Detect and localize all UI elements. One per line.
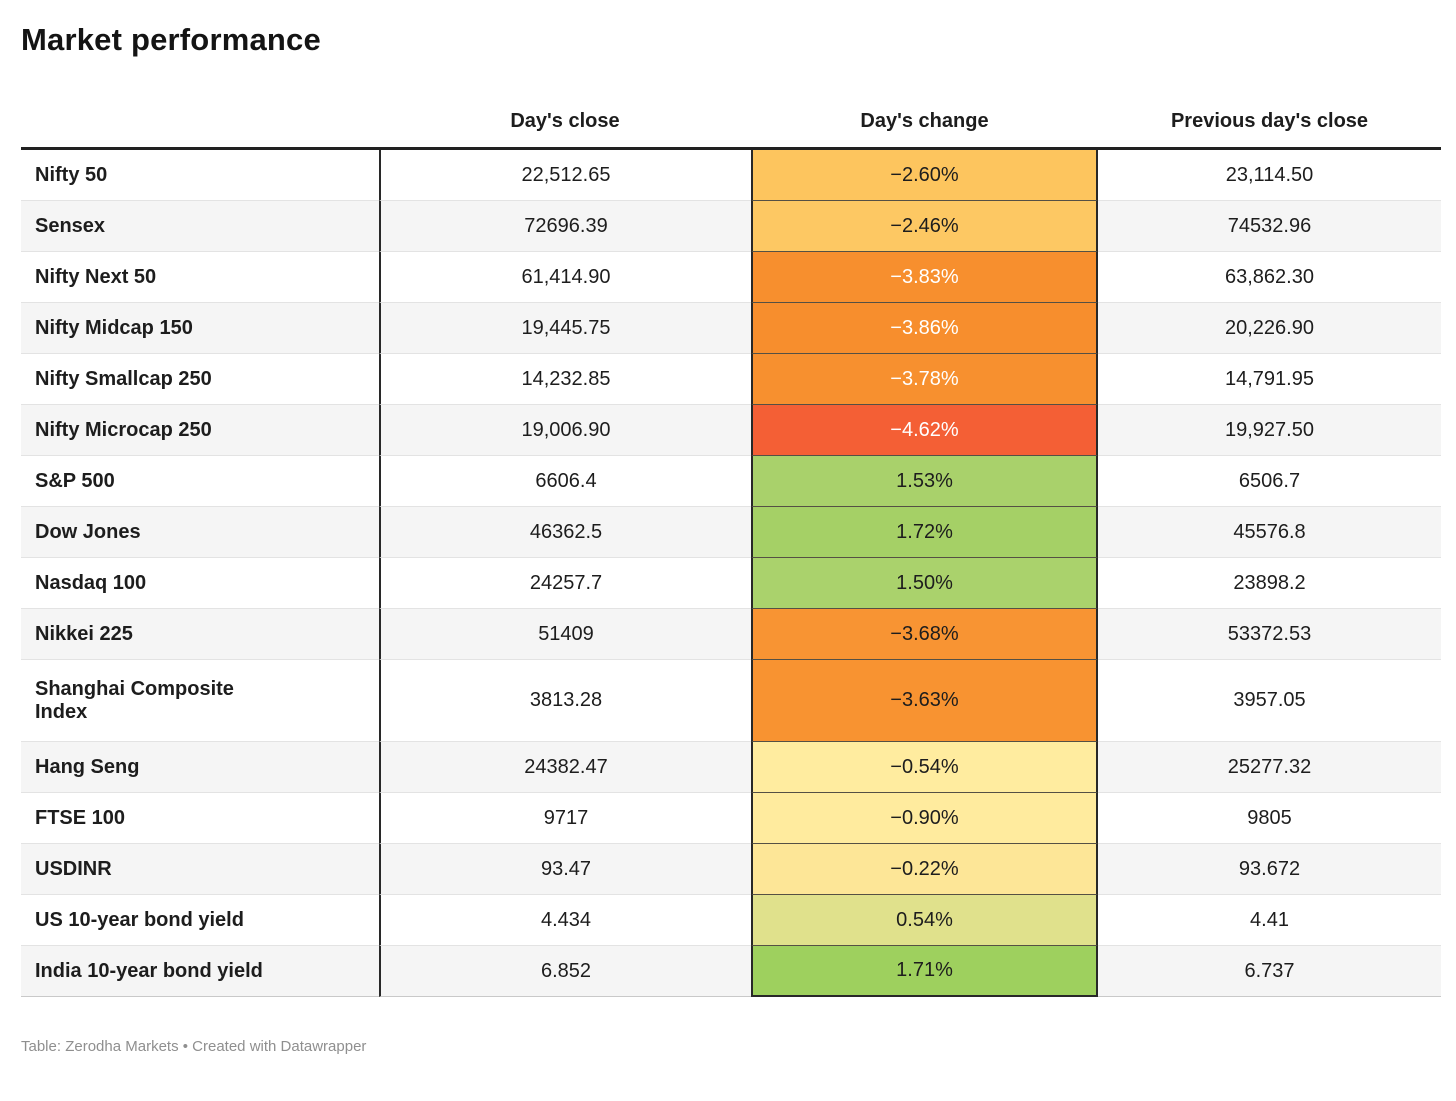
table-row: Nifty Midcap 150 19,445.75 −3.86% 20,226… xyxy=(21,303,1441,354)
prev-close-cell: 23,114.50 xyxy=(1098,150,1441,201)
table-row: India 10-year bond yield 6.852 1.71% 6.7… xyxy=(21,946,1441,997)
days-change-cell: −3.63% xyxy=(751,660,1098,742)
index-name-cell: Shanghai Composite Index xyxy=(21,660,379,742)
column-header-index xyxy=(21,58,379,150)
table-body: Nifty 50 22,512.65 −2.60% 23,114.50 Sens… xyxy=(21,150,1441,997)
market-performance-table: Day's close Day's change Previous day's … xyxy=(21,58,1441,997)
days-close-cell: 9717 xyxy=(379,793,751,844)
days-change-cell: −3.68% xyxy=(751,609,1098,660)
days-change-cell: −0.90% xyxy=(751,793,1098,844)
prev-close-cell: 4.41 xyxy=(1098,895,1441,946)
prev-close-cell: 63,862.30 xyxy=(1098,252,1441,303)
index-name-cell: S&P 500 xyxy=(21,456,379,507)
prev-close-cell: 45576.8 xyxy=(1098,507,1441,558)
prev-close-cell: 6506.7 xyxy=(1098,456,1441,507)
table-row: USDINR 93.47 −0.22% 93.672 xyxy=(21,844,1441,895)
table-row: S&P 500 6606.4 1.53% 6506.7 xyxy=(21,456,1441,507)
table-row: Nifty Smallcap 250 14,232.85 −3.78% 14,7… xyxy=(21,354,1441,405)
days-close-cell: 72696.39 xyxy=(379,201,751,252)
days-change-cell: 0.54% xyxy=(751,895,1098,946)
days-close-cell: 46362.5 xyxy=(379,507,751,558)
prev-close-cell: 20,226.90 xyxy=(1098,303,1441,354)
prev-close-cell: 53372.53 xyxy=(1098,609,1441,660)
days-change-cell: 1.72% xyxy=(751,507,1098,558)
days-close-cell: 24257.7 xyxy=(379,558,751,609)
table-row: Sensex 72696.39 −2.46% 74532.96 xyxy=(21,201,1441,252)
table-row: Nasdaq 100 24257.7 1.50% 23898.2 xyxy=(21,558,1441,609)
table-row: Hang Seng 24382.47 −0.54% 25277.32 xyxy=(21,742,1441,793)
days-change-cell: −3.83% xyxy=(751,252,1098,303)
table-row: Nikkei 225 51409 −3.68% 53372.53 xyxy=(21,609,1441,660)
prev-close-cell: 93.672 xyxy=(1098,844,1441,895)
prev-close-cell: 19,927.50 xyxy=(1098,405,1441,456)
days-change-cell: −0.54% xyxy=(751,742,1098,793)
table-row: Shanghai Composite Index 3813.28 −3.63% … xyxy=(21,660,1441,742)
chart-container: Market performance Day's close Day's cha… xyxy=(21,22,1441,997)
days-change-cell: −3.78% xyxy=(751,354,1098,405)
column-header-days-close: Day's close xyxy=(379,58,751,150)
prev-close-cell: 14,791.95 xyxy=(1098,354,1441,405)
index-name-cell: Nifty Midcap 150 xyxy=(21,303,379,354)
prev-close-cell: 23898.2 xyxy=(1098,558,1441,609)
days-close-cell: 51409 xyxy=(379,609,751,660)
days-close-cell: 6606.4 xyxy=(379,456,751,507)
days-close-cell: 93.47 xyxy=(379,844,751,895)
days-close-cell: 19,006.90 xyxy=(379,405,751,456)
days-close-cell: 6.852 xyxy=(379,946,751,997)
days-change-cell: −0.22% xyxy=(751,844,1098,895)
index-name-cell: Nifty 50 xyxy=(21,150,379,201)
days-change-cell: −4.62% xyxy=(751,405,1098,456)
days-change-cell: −3.86% xyxy=(751,303,1098,354)
page-title: Market performance xyxy=(21,22,321,57)
days-change-cell: 1.71% xyxy=(751,946,1098,997)
days-change-cell: −2.46% xyxy=(751,201,1098,252)
table-row: Nifty Next 50 61,414.90 −3.83% 63,862.30 xyxy=(21,252,1441,303)
column-header-days-change: Day's change xyxy=(751,58,1098,150)
days-close-cell: 3813.28 xyxy=(379,660,751,742)
table-row: FTSE 100 9717 −0.90% 9805 xyxy=(21,793,1441,844)
index-name-cell: USDINR xyxy=(21,844,379,895)
index-name-cell: FTSE 100 xyxy=(21,793,379,844)
index-name-cell: Nifty Smallcap 250 xyxy=(21,354,379,405)
index-name-cell: Nikkei 225 xyxy=(21,609,379,660)
index-name-cell: Dow Jones xyxy=(21,507,379,558)
prev-close-cell: 25277.32 xyxy=(1098,742,1441,793)
table-row: Nifty Microcap 250 19,006.90 −4.62% 19,9… xyxy=(21,405,1441,456)
index-name-cell: Hang Seng xyxy=(21,742,379,793)
days-change-cell: 1.50% xyxy=(751,558,1098,609)
index-name-cell: Sensex xyxy=(21,201,379,252)
prev-close-cell: 6.737 xyxy=(1098,946,1441,997)
prev-close-cell: 74532.96 xyxy=(1098,201,1441,252)
footer-credit: Table: Zerodha Markets • Created with Da… xyxy=(21,1038,367,1055)
days-close-cell: 61,414.90 xyxy=(379,252,751,303)
index-name-cell: Nasdaq 100 xyxy=(21,558,379,609)
days-close-cell: 24382.47 xyxy=(379,742,751,793)
days-close-cell: 4.434 xyxy=(379,895,751,946)
table-row: US 10-year bond yield 4.434 0.54% 4.41 xyxy=(21,895,1441,946)
index-name-cell: Nifty Next 50 xyxy=(21,252,379,303)
index-name-cell: India 10-year bond yield xyxy=(21,946,379,997)
days-change-cell: −2.60% xyxy=(751,150,1098,201)
column-header-prev-close: Previous day's close xyxy=(1098,58,1441,150)
index-name-cell: Nifty Microcap 250 xyxy=(21,405,379,456)
days-close-cell: 14,232.85 xyxy=(379,354,751,405)
prev-close-cell: 3957.05 xyxy=(1098,660,1441,742)
prev-close-cell: 9805 xyxy=(1098,793,1441,844)
table-row: Nifty 50 22,512.65 −2.60% 23,114.50 xyxy=(21,150,1441,201)
days-close-cell: 22,512.65 xyxy=(379,150,751,201)
table-row: Dow Jones 46362.5 1.72% 45576.8 xyxy=(21,507,1441,558)
days-change-cell: 1.53% xyxy=(751,456,1098,507)
days-close-cell: 19,445.75 xyxy=(379,303,751,354)
table-header: Day's close Day's change Previous day's … xyxy=(21,58,1441,150)
index-name-cell: US 10-year bond yield xyxy=(21,895,379,946)
